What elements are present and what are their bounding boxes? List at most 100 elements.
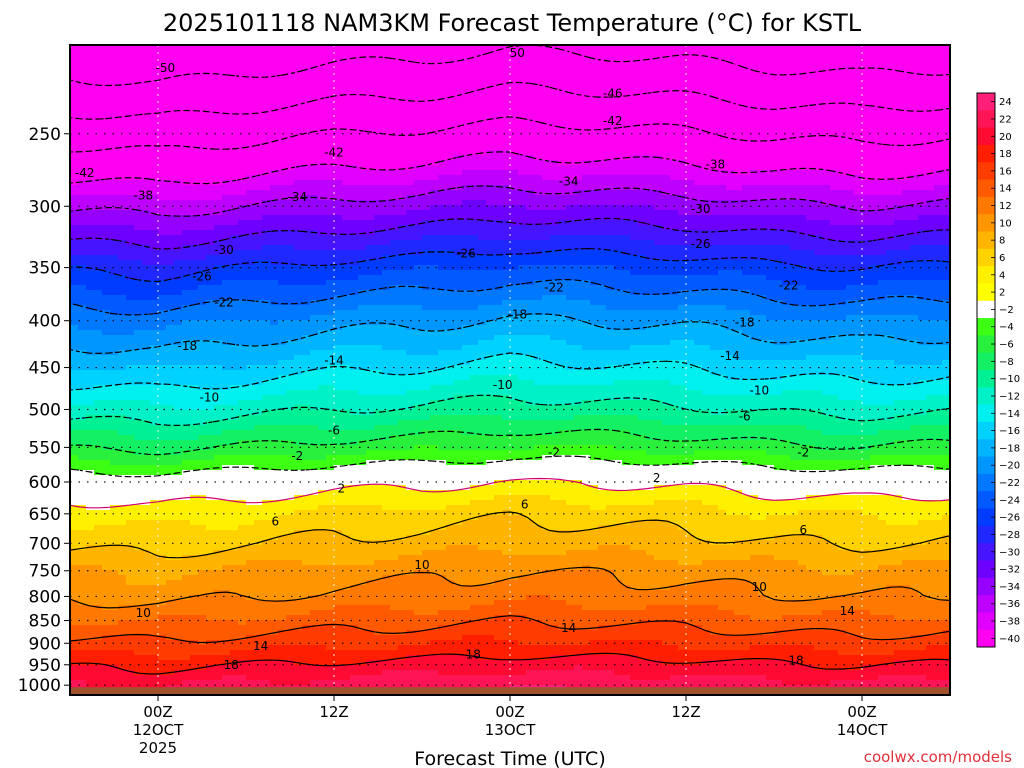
temperature-cell <box>238 260 247 266</box>
temperature-cell <box>342 550 351 556</box>
temperature-cell <box>238 210 247 216</box>
temperature-cell <box>110 425 119 431</box>
temperature-cell <box>318 335 327 341</box>
temperature-cell <box>142 285 151 291</box>
temperature-cell <box>214 405 223 411</box>
temperature-cell <box>222 420 231 426</box>
temperature-cell <box>182 205 191 211</box>
temperature-cell <box>310 640 319 646</box>
temperature-cell <box>118 680 127 686</box>
temperature-cell <box>222 280 231 286</box>
temperature-cell <box>86 405 95 411</box>
temperature-cell <box>230 430 239 436</box>
temperature-cell <box>94 670 103 676</box>
temperature-cell <box>286 75 295 81</box>
temperature-cell <box>150 220 159 226</box>
temperature-cell <box>238 495 247 501</box>
temperature-cell <box>358 635 367 641</box>
temperature-cell <box>190 655 199 661</box>
temperature-cell <box>318 245 327 251</box>
temperature-cell <box>94 280 103 286</box>
temperature-cell <box>142 665 151 671</box>
temperature-cell <box>174 175 183 181</box>
temperature-cell <box>190 130 199 136</box>
temperature-cell <box>270 625 279 631</box>
temperature-cell <box>262 335 271 341</box>
temperature-cell <box>174 600 183 606</box>
temperature-cell <box>174 650 183 656</box>
temperature-cell <box>254 440 263 446</box>
temperature-cell <box>126 555 135 561</box>
temperature-cell <box>150 470 159 476</box>
temperature-cell <box>214 145 223 151</box>
temperature-cell <box>326 480 335 486</box>
temperature-cell <box>374 90 383 96</box>
temperature-cell <box>70 225 79 231</box>
temperature-cell <box>262 410 271 416</box>
temperature-cell <box>214 125 223 131</box>
temperature-cell <box>166 535 175 541</box>
temperature-cell <box>110 540 119 546</box>
temperature-cell <box>126 330 135 336</box>
temperature-cell <box>134 310 143 316</box>
temperature-cell <box>206 205 215 211</box>
temperature-cell <box>278 480 287 486</box>
temperature-cell <box>222 450 231 456</box>
temperature-cell <box>278 80 287 86</box>
temperature-cell <box>246 200 255 206</box>
temperature-cell <box>86 675 95 681</box>
temperature-cell <box>158 360 167 366</box>
temperature-cell <box>230 530 239 536</box>
temperature-cell <box>70 425 79 431</box>
temperature-cell <box>318 540 327 546</box>
temperature-cell <box>270 180 279 186</box>
temperature-cell <box>278 105 287 111</box>
temperature-cell <box>270 130 279 136</box>
temperature-cell <box>174 445 183 451</box>
temperature-cell <box>254 250 263 256</box>
temperature-cell <box>286 390 295 396</box>
temperature-cell <box>94 335 103 341</box>
temperature-cell <box>270 70 279 76</box>
temperature-cell <box>358 590 367 596</box>
temperature-cell <box>198 210 207 216</box>
temperature-cell <box>318 495 327 501</box>
temperature-cell <box>254 455 263 461</box>
temperature-cell <box>134 105 143 111</box>
temperature-cell <box>238 50 247 56</box>
temperature-cell <box>254 270 263 276</box>
temperature-cell <box>358 190 367 196</box>
temperature-cell <box>118 280 127 286</box>
temperature-cell <box>254 325 263 331</box>
temperature-cell <box>182 465 191 471</box>
temperature-cell <box>78 585 87 591</box>
temperature-cell <box>222 665 231 671</box>
temperature-cell <box>222 485 231 491</box>
temperature-cell <box>134 495 143 501</box>
temperature-cell <box>126 550 135 556</box>
temperature-cell <box>174 270 183 276</box>
temperature-cell <box>262 530 271 536</box>
temperature-cell <box>222 85 231 91</box>
temperature-cell <box>150 415 159 421</box>
temperature-cell <box>230 195 239 201</box>
temperature-cell <box>230 165 239 171</box>
temperature-cell <box>326 365 335 371</box>
temperature-cell <box>294 505 303 511</box>
temperature-cell <box>118 320 127 326</box>
temperature-cell <box>206 355 215 361</box>
temperature-cell <box>222 480 231 486</box>
temperature-cell <box>230 225 239 231</box>
temperature-cell <box>318 555 327 561</box>
temperature-cell <box>294 320 303 326</box>
temperature-cell <box>294 550 303 556</box>
temperature-cell <box>158 460 167 466</box>
temperature-cell <box>310 160 319 166</box>
temperature-cell <box>326 70 335 76</box>
temperature-cell <box>238 615 247 621</box>
temperature-cell <box>318 415 327 421</box>
temperature-cell <box>318 655 327 661</box>
temperature-cell <box>190 645 199 651</box>
temperature-cell <box>190 380 199 386</box>
temperature-cell <box>374 215 383 221</box>
